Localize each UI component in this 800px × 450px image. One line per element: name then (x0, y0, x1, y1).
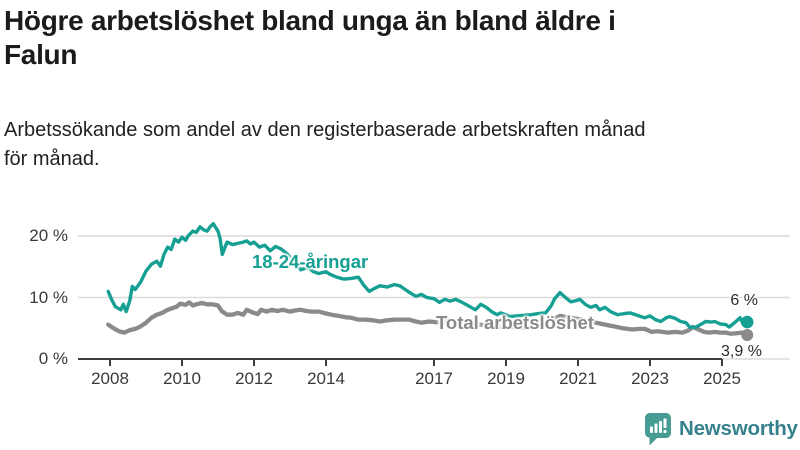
chart-subtitle: Arbetssökande som andel av den registerb… (4, 116, 794, 174)
series-label-total: Total arbetslöshet (436, 312, 594, 333)
end-value-label-youth: 6 % (730, 292, 758, 309)
x-axis-label-2023: 2023 (631, 369, 669, 388)
series-line-youth (106, 221, 749, 330)
y-axis-label-10: 10 % (29, 287, 68, 307)
newsworthy-wordmark: Newsworthy (679, 417, 798, 440)
series-line-total (106, 300, 750, 338)
chart-subtitle-line-2: för månad. (4, 148, 100, 170)
page-title-line-2: Falun (4, 39, 78, 70)
newsworthy-bubble-chart-icon (645, 413, 671, 446)
x-axis-label-2012: 2012 (235, 369, 273, 388)
x-axis-label-2025: 2025 (703, 369, 741, 388)
x-axis-label-2014: 2014 (307, 369, 345, 388)
x-axis-label-2019: 2019 (487, 369, 525, 388)
x-axis-label-2017: 2017 (415, 369, 453, 388)
x-axis-label-2008: 2008 (91, 369, 129, 388)
chart-subtitle-line-1: Arbetssökande som andel av den registerb… (4, 119, 646, 141)
end-dot-total (741, 329, 754, 341)
end-value-label-total: 3,9 % (721, 343, 762, 360)
newsworthy-logo-link[interactable]: Newsworthy (644, 412, 798, 446)
x-axis (78, 358, 723, 366)
end-dot-youth (740, 315, 754, 329)
x-axis-label-2021: 2021 (559, 369, 597, 388)
page-title-line-1: Högre arbetslöshet bland unga än bland ä… (4, 5, 616, 36)
y-axis-label-0: 0 % (38, 349, 68, 368)
series-label-youth: 18-24-åringar (252, 251, 369, 272)
x-axis-label-2010: 2010 (163, 369, 201, 388)
page-title: Högre arbetslöshet bland unga än bland ä… (4, 4, 794, 72)
y-axis-label-20: 20 % (29, 226, 68, 245)
